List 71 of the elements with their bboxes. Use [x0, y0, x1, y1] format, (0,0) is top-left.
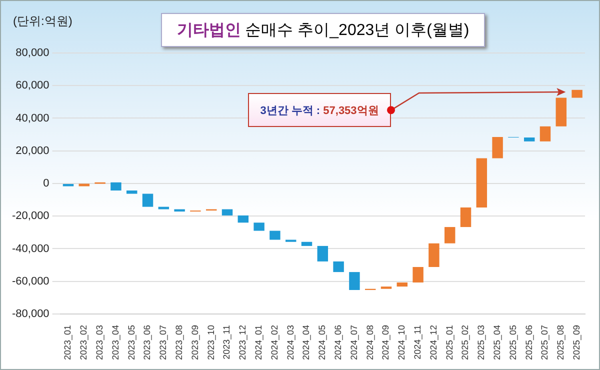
bar	[524, 137, 535, 142]
x-tick-label: 2024_07	[348, 324, 359, 360]
x-tick-label: 2023_12	[238, 324, 248, 360]
x-tick-label: 2025_09	[572, 324, 582, 360]
x-tick-label: 2024_11	[412, 324, 423, 360]
x-tick-label: 2025_04	[492, 324, 502, 360]
x-tick-label: 2025_05	[508, 324, 518, 360]
y-tick-label: 60,000	[16, 80, 50, 92]
bar	[317, 246, 328, 262]
bar	[333, 261, 344, 272]
y-tick-label: 0	[43, 178, 50, 190]
x-tick-label: 2023_05	[126, 324, 136, 360]
y-tick-label: 80,000	[16, 47, 50, 60]
x-tick-label: 2025_08	[556, 324, 566, 360]
x-tick-label: 2024_06	[333, 324, 344, 360]
bar	[572, 90, 582, 98]
bar	[142, 194, 154, 207]
x-tick-label: 2023_04	[110, 324, 120, 360]
x-tick-label: 2024_04	[301, 324, 312, 360]
x-tick-label: 2024_08	[364, 324, 375, 360]
x-tick-label: 2024_10	[396, 324, 407, 360]
y-axis-title: (단위:억원)	[13, 13, 72, 30]
bar	[270, 230, 280, 240]
x-tick-label: 2024_03	[285, 324, 296, 360]
x-tick-label: 2024_05	[317, 324, 328, 360]
x-tick-label: 2023_02	[78, 324, 89, 360]
bar	[540, 126, 551, 142]
bar	[62, 184, 74, 186]
y-tick-label: -20,000	[12, 210, 50, 222]
x-tick-label: 2023_11	[222, 324, 232, 360]
bar	[110, 182, 122, 190]
bar	[238, 215, 249, 223]
x-tick-label: 2024_12	[428, 324, 438, 360]
x-tick-label: 2025_02	[460, 324, 470, 360]
bar	[301, 242, 312, 246]
bar	[556, 98, 567, 126]
y-tick-label: 20,000	[16, 144, 50, 157]
bar	[126, 190, 138, 194]
bar	[174, 209, 185, 212]
bar	[222, 209, 233, 216]
x-tick-label: 2024_02	[269, 324, 280, 360]
x-tick-label: 2023_03	[94, 324, 105, 360]
x-tick-label: 2023_01	[62, 324, 73, 360]
bar	[460, 207, 472, 228]
x-tick-label: 2023_09	[190, 324, 200, 360]
x-tick-label: 2023_06	[142, 324, 152, 360]
bar	[428, 243, 440, 267]
x-tick-label: 2023_07	[158, 324, 168, 360]
bar	[444, 227, 456, 244]
y-tick-label: -60,000	[12, 275, 50, 288]
x-tick-label: 2025_07	[540, 324, 550, 360]
bar	[492, 137, 503, 158]
chart-title: 기타법인 순매수 추이_2023년 이후(월별)	[176, 22, 470, 38]
x-tick-label: 2024_09	[380, 324, 391, 360]
x-tick-label: 2023_08	[174, 324, 184, 360]
x-tick-label: 2025_03	[476, 324, 486, 360]
x-tick-label: 2023_10	[206, 324, 216, 360]
y-tick-label: -40,000	[12, 242, 50, 255]
bar	[78, 184, 90, 186]
x-tick-label: 2024_01	[254, 324, 264, 360]
y-tick-label: 40,000	[16, 112, 50, 124]
x-tick-label: 2025_06	[524, 324, 534, 360]
bar	[412, 266, 424, 282]
y-tick-label: -80,000	[12, 308, 50, 320]
annotation: 3년간 누적 : 57,353억원	[260, 104, 379, 116]
bar	[396, 282, 408, 287]
bar	[158, 206, 170, 210]
bar	[349, 272, 360, 290]
bar	[476, 158, 488, 208]
x-tick-label: 2025_01	[444, 324, 454, 360]
bar	[254, 222, 264, 231]
